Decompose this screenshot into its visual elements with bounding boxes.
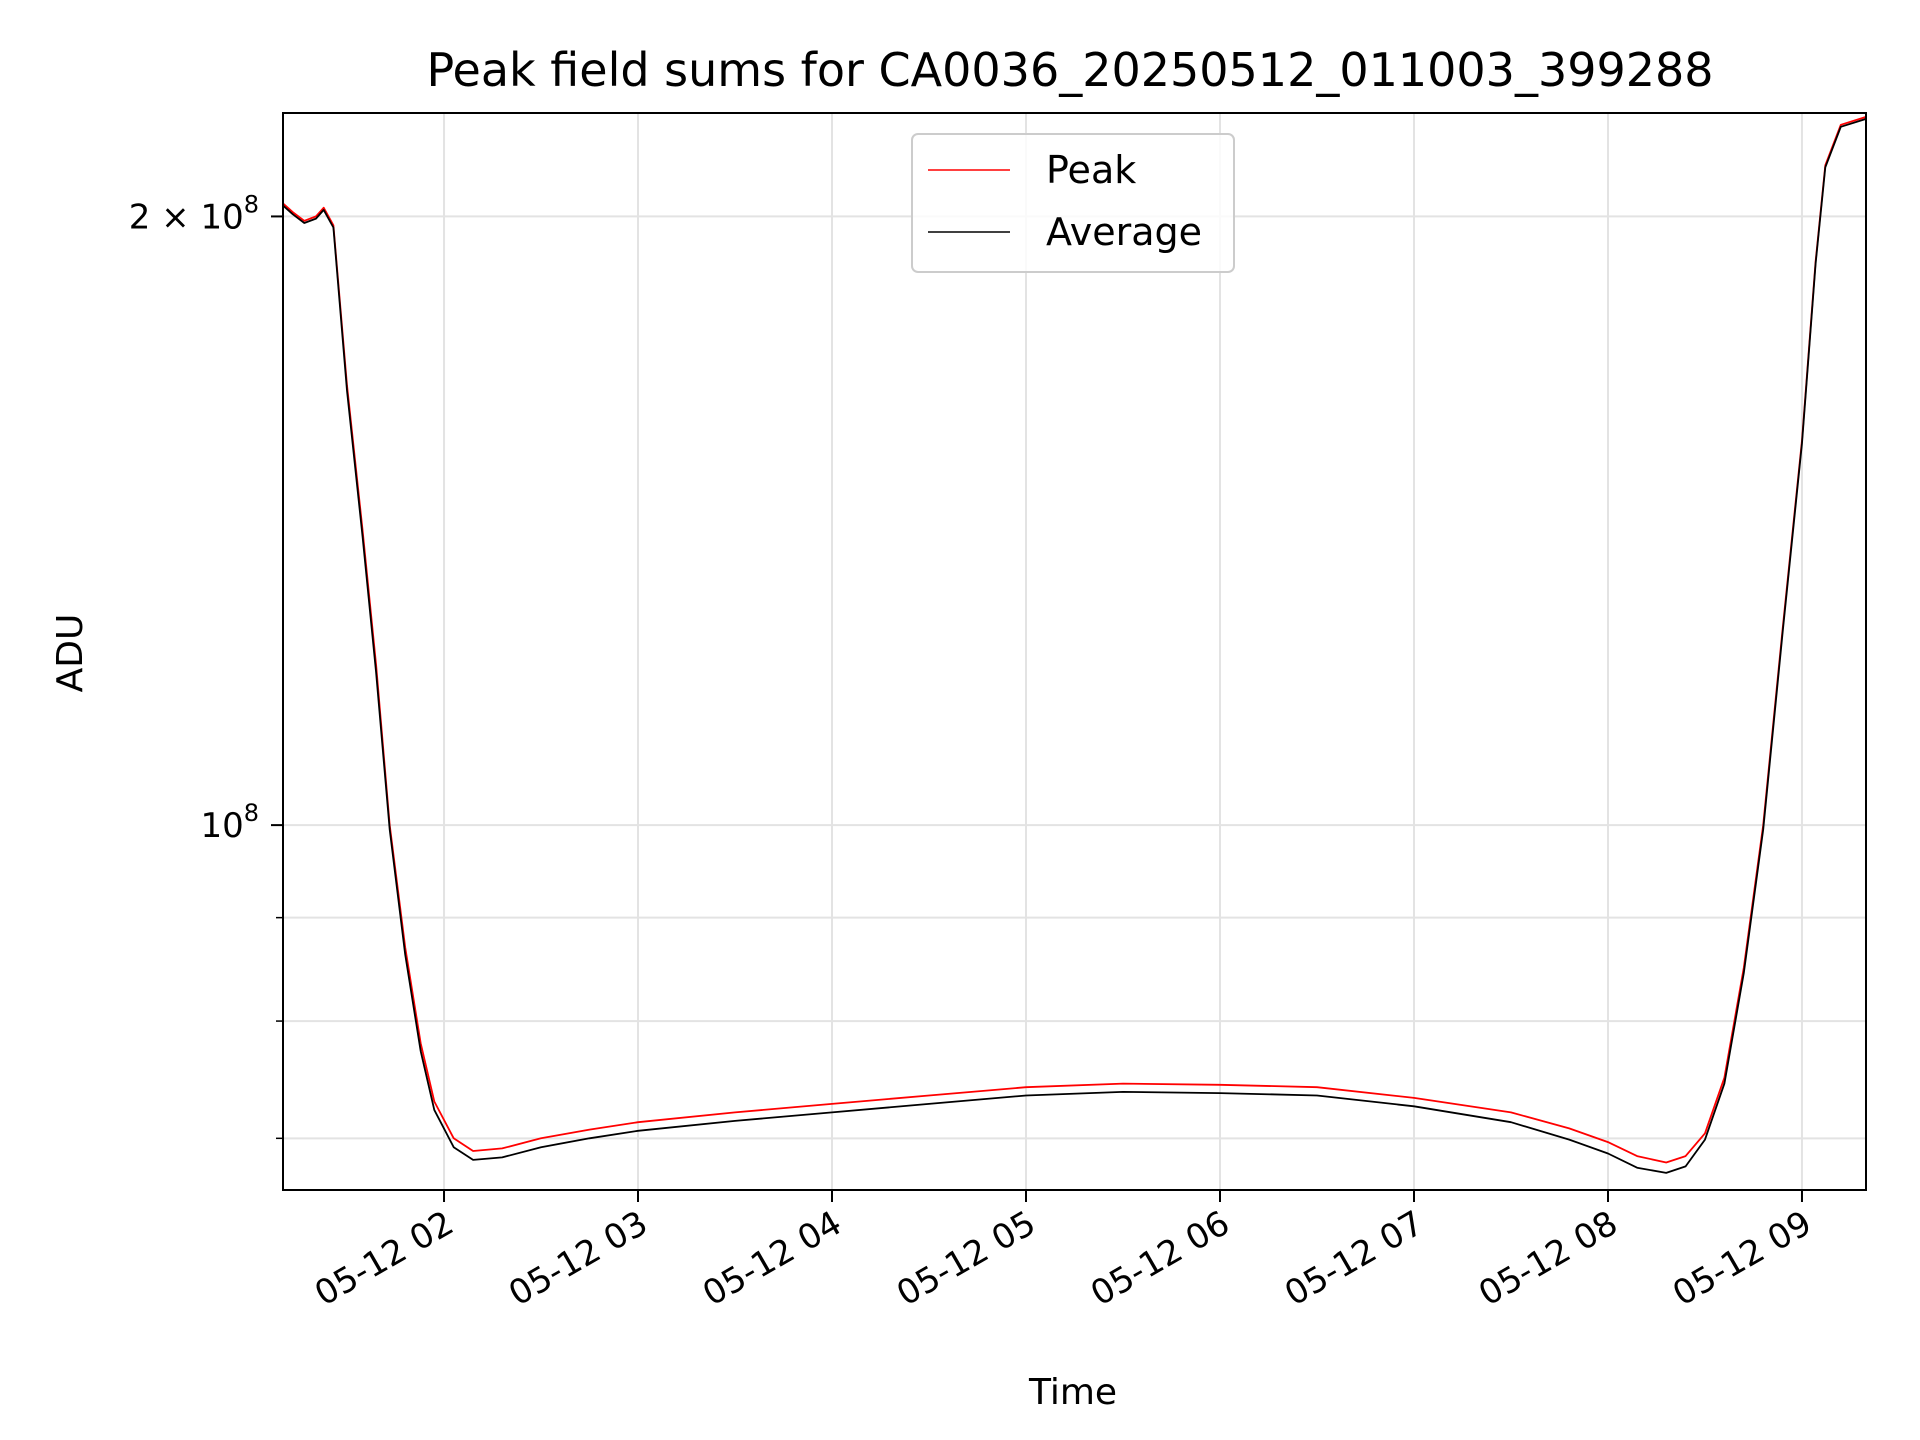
- y-axis-label: ADU: [50, 614, 91, 693]
- y-axis-ticks: 108 2 × 108: [129, 190, 283, 1140]
- series-line-average: [283, 118, 1866, 1174]
- y-tick-label: 2 × 108: [129, 190, 259, 237]
- legend-label-average: Average: [1046, 210, 1202, 254]
- legend: Peak Average: [911, 133, 1235, 273]
- chart-title: Peak field sums for CA0036_20250512_0110…: [426, 43, 1713, 97]
- y-tick-label: 108: [200, 799, 259, 846]
- plot-frame: [282, 112, 1867, 1191]
- legend-box: [911, 133, 1235, 273]
- x-axis-label: Time: [1028, 1372, 1117, 1413]
- series-lines: [283, 116, 1866, 1174]
- legend-label-peak: Peak: [1046, 148, 1136, 192]
